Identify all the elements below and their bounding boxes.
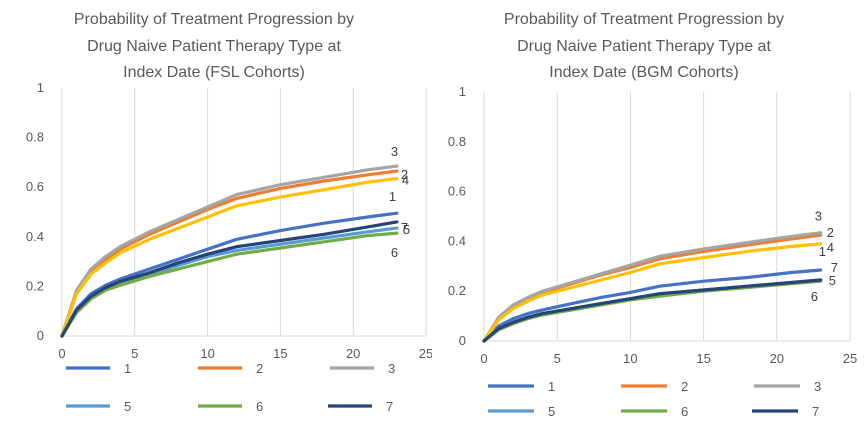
legend-label-2: 2 bbox=[681, 379, 688, 394]
legend-label-7: 7 bbox=[386, 399, 393, 414]
series-line-6 bbox=[60, 231, 399, 338]
legend-label-3: 3 bbox=[388, 361, 395, 376]
y-tick-label: 0.6 bbox=[26, 179, 44, 194]
series-line-3 bbox=[482, 231, 823, 343]
x-tick-label: 10 bbox=[200, 346, 214, 361]
series-end-label-4: 4 bbox=[402, 173, 409, 188]
series-end-label-1: 1 bbox=[819, 244, 826, 259]
legend-label-2: 2 bbox=[256, 361, 263, 376]
series-line-1 bbox=[60, 211, 399, 338]
legend-label-1: 1 bbox=[548, 379, 555, 394]
series-end-label-4: 4 bbox=[827, 240, 834, 255]
series-end-label-2: 2 bbox=[827, 225, 834, 240]
series-end-label-2: 2 bbox=[401, 167, 408, 182]
series-end-label-7: 7 bbox=[401, 220, 408, 235]
chart-title-line: Probability of Treatment Progression by bbox=[74, 11, 354, 28]
y-tick-label: 1 bbox=[459, 84, 466, 99]
legend-label-3: 3 bbox=[814, 379, 821, 394]
x-tick-label: 25 bbox=[419, 346, 432, 361]
x-tick-label: 15 bbox=[273, 346, 287, 361]
series-line-4 bbox=[482, 242, 823, 343]
legend-label-6: 6 bbox=[681, 404, 688, 419]
chart-title-line: Index Date (FSL Cohorts) bbox=[123, 64, 305, 81]
series-end-label-3: 3 bbox=[391, 144, 398, 159]
x-tick-label: 5 bbox=[554, 351, 561, 366]
series-end-label-7: 7 bbox=[831, 260, 838, 275]
fsl-cohorts-chart: Probability of Treatment Progression by D… bbox=[26, 11, 432, 414]
chart-title-line: Index Date (BGM Cohorts) bbox=[549, 64, 738, 81]
y-tick-label: 0.4 bbox=[26, 229, 44, 244]
chart-title-line: Probability of Treatment Progression by bbox=[504, 11, 784, 28]
y-tick-label: 0 bbox=[37, 328, 44, 343]
x-tick-label: 20 bbox=[770, 351, 784, 366]
x-tick-label: 5 bbox=[131, 346, 138, 361]
series-end-label-5: 5 bbox=[403, 222, 410, 237]
chart-title-line: Drug Naive Patient Therapy Type at bbox=[517, 38, 771, 55]
series-end-label-6: 6 bbox=[811, 289, 818, 304]
legend-label-1: 1 bbox=[124, 361, 131, 376]
series-line-7 bbox=[60, 220, 399, 338]
y-tick-label: 0 bbox=[459, 333, 466, 348]
x-tick-label: 25 bbox=[843, 351, 857, 366]
x-tick-label: 10 bbox=[623, 351, 637, 366]
y-tick-label: 1 bbox=[37, 80, 44, 95]
y-tick-label: 0.4 bbox=[448, 233, 466, 248]
x-tick-label: 0 bbox=[480, 351, 487, 366]
bgm-cohorts-chart: Probability of Treatment Progression by D… bbox=[448, 11, 857, 419]
x-tick-label: 20 bbox=[346, 346, 360, 361]
y-tick-label: 0.8 bbox=[448, 134, 466, 149]
series-end-label-5: 5 bbox=[829, 273, 836, 288]
legend-label-5: 5 bbox=[548, 404, 555, 419]
legend-label-6: 6 bbox=[256, 399, 263, 414]
series-line-1 bbox=[482, 268, 823, 343]
series-end-label-1: 1 bbox=[389, 189, 396, 204]
chart-title-line: Drug Naive Patient Therapy Type at bbox=[87, 38, 341, 55]
legend-label-7: 7 bbox=[812, 404, 819, 419]
legend-label-5: 5 bbox=[124, 399, 131, 414]
x-tick-label: 15 bbox=[696, 351, 710, 366]
x-tick-label: 0 bbox=[58, 346, 65, 361]
y-tick-label: 0.2 bbox=[448, 283, 466, 298]
y-tick-label: 0.8 bbox=[26, 130, 44, 145]
series-line-7 bbox=[482, 278, 823, 343]
series-line-3 bbox=[60, 164, 399, 338]
series-line-4 bbox=[60, 176, 399, 338]
series-end-label-3: 3 bbox=[815, 209, 822, 224]
series-end-label-6: 6 bbox=[391, 245, 398, 260]
y-tick-label: 0.6 bbox=[448, 184, 466, 199]
y-tick-label: 0.2 bbox=[26, 278, 44, 293]
